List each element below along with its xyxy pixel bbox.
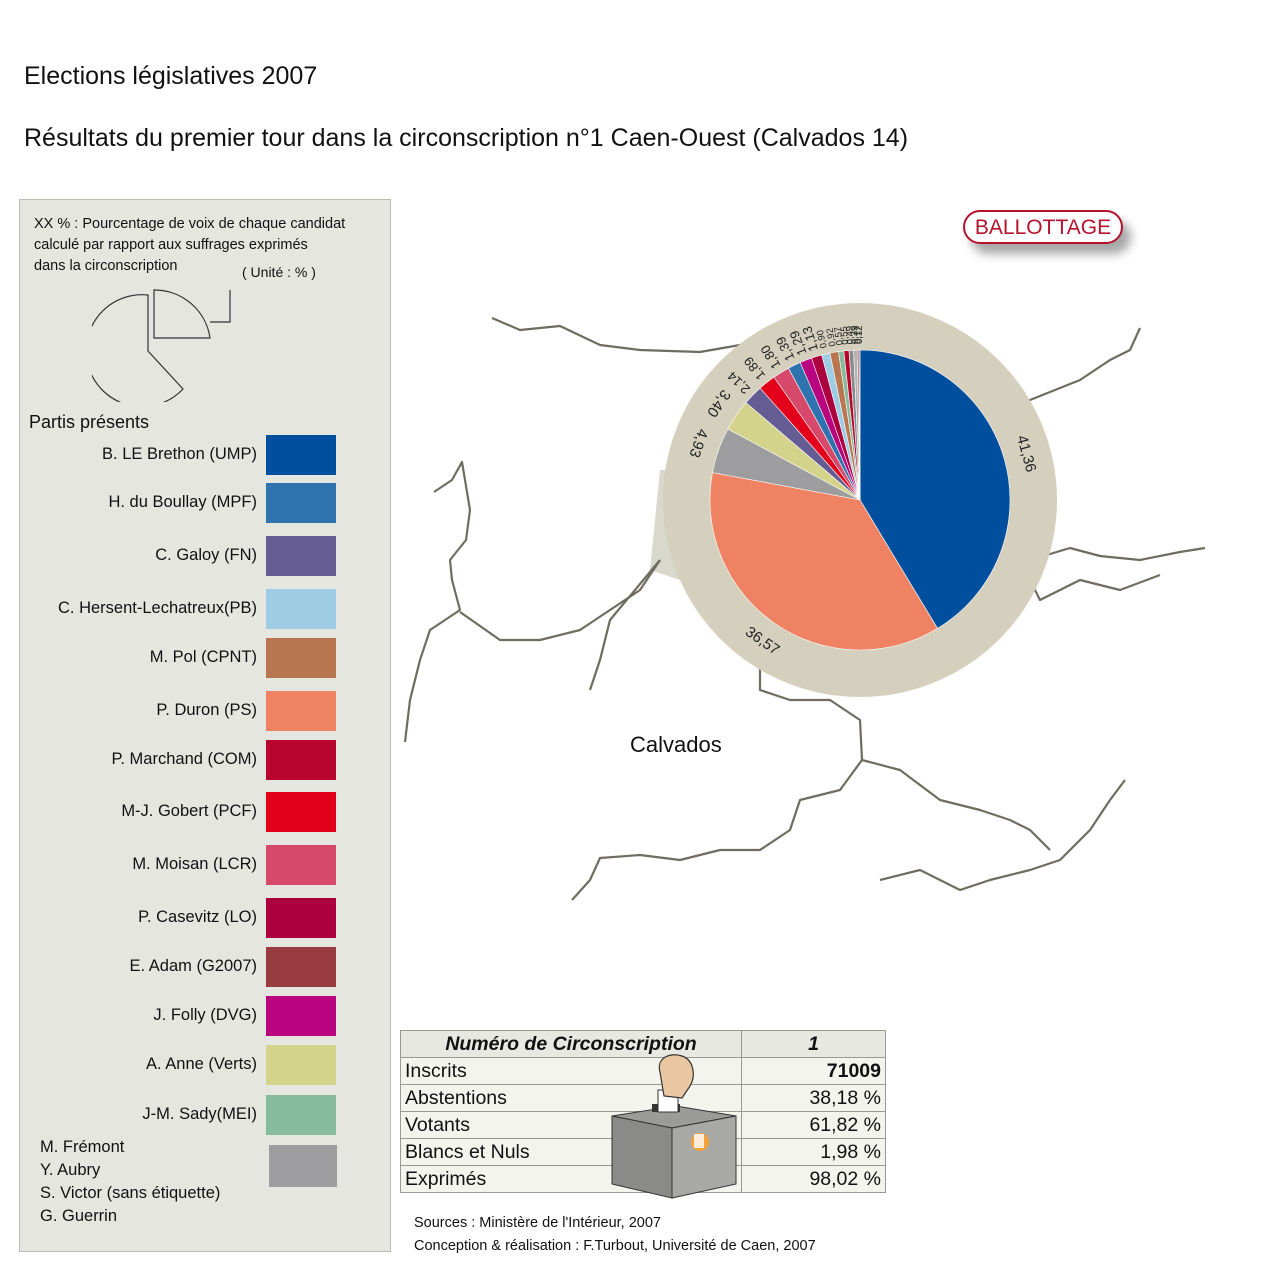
legend-item-label: C. Hersent-Lechatreux(PB): [58, 599, 257, 617]
parties-title: Partis présents: [29, 412, 150, 432]
legend-item: M. Pol (CPNT): [20, 638, 392, 680]
pie-slice-label: 0,17: [852, 325, 863, 344]
pie-slice-label: 0,49: [844, 326, 856, 345]
pie-slice-label: 0,12: [854, 325, 865, 344]
pie-key-icon: [92, 289, 231, 402]
legend-note-line: XX % : Pourcentage de voix de chaque can…: [34, 216, 346, 232]
legend-item: M. Moisan (LCR): [20, 845, 392, 887]
legend-item-label: M-J. Gobert (PCF): [121, 802, 257, 820]
pie-slice-label: 0,55: [839, 326, 852, 345]
pie-slice-label: 0,92: [825, 327, 839, 347]
ballot-box-icon: [611, 1054, 737, 1199]
legend-color-swatch: [266, 483, 336, 523]
legend-note-line: dans la circonscription: [34, 258, 178, 274]
pie-slice-label: 1,13: [799, 325, 821, 354]
pie-slice: [709, 472, 938, 651]
legend-item-label: P. Casevitz (LO): [138, 908, 257, 926]
others-name: Y. Aubry: [40, 1161, 101, 1179]
legend-color-swatch: [266, 792, 336, 832]
legend-item-label: C. Galoy (FN): [155, 546, 257, 564]
table-header-label: Numéro de Circonscription: [400, 1030, 742, 1058]
legend-item: H. du Boullay (MPF): [20, 483, 392, 525]
legend-item: J-M. Sady(MEI): [20, 1095, 392, 1137]
sources: Sources : Ministère de l'Intérieur, 2007…: [414, 1212, 816, 1258]
legend-item: E. Adam (G2007): [20, 947, 392, 989]
others-color-swatch: [269, 1145, 337, 1187]
legend-note: XX % : Pourcentage de voix de chaque can…: [34, 214, 389, 277]
legend-item-label: P. Duron (PS): [156, 701, 257, 719]
others-names: M. Frémont Y. Aubry S. Victor (sans étiq…: [40, 1136, 220, 1228]
legend-color-swatch: [266, 1045, 336, 1085]
pie-slice-label: 0,39: [849, 325, 861, 344]
ballottage-badge: BALLOTTAGE: [963, 210, 1123, 244]
legend-item-label: B. LE Brethon (UMP): [102, 445, 257, 463]
legend-color-swatch: [266, 589, 336, 629]
legend-unit: ( Unité : % ): [242, 264, 316, 280]
legend-item: P. Marchand (COM): [20, 740, 392, 782]
legend-color-swatch: [266, 1095, 336, 1135]
map-label: Calvados: [630, 732, 722, 757]
legend-item-label: P. Marchand (COM): [111, 750, 258, 768]
legend-item-label: E. Adam (G2007): [129, 957, 257, 975]
legend-color-swatch: [266, 435, 336, 475]
pie-slice: [859, 349, 1011, 629]
table-header-value: 1: [741, 1030, 886, 1058]
legend-item: B. LE Brethon (UMP): [20, 435, 392, 477]
pie-chart: [709, 349, 1011, 651]
legend-item: P. Casevitz (LO): [20, 898, 392, 940]
row-value: 71009: [741, 1057, 886, 1085]
others-name: S. Victor (sans étiquette): [40, 1184, 221, 1202]
legend-item-label: J-M. Sady(MEI): [142, 1105, 257, 1123]
legend-color-swatch: [266, 638, 336, 678]
row-value: 98,02 %: [741, 1165, 886, 1193]
pie-slice-label: 0,90: [815, 329, 830, 350]
row-value: 38,18 %: [741, 1084, 886, 1112]
legend-note-line: calculé par rapport aux suffrages exprim…: [34, 237, 308, 253]
legend-item: M-J. Gobert (PCF): [20, 792, 392, 834]
others-name: M. Frémont: [40, 1138, 125, 1156]
legend-color-swatch: [266, 996, 336, 1036]
legend-item: C. Hersent-Lechatreux(PB): [20, 589, 392, 631]
source-line: Sources : Ministère de l'Intérieur, 2007: [414, 1215, 661, 1231]
pie-slice: [858, 349, 861, 501]
legend-item-label: M. Moisan (LCR): [132, 855, 257, 873]
legend-color-swatch: [266, 898, 336, 938]
legend-item: J. Folly (DVG): [20, 996, 392, 1038]
others-name: G. Guerrin: [40, 1207, 118, 1225]
row-value: 61,82 %: [741, 1111, 886, 1139]
legend-item-label: H. du Boullay (MPF): [108, 493, 257, 511]
legend-color-swatch: [266, 740, 336, 780]
legend-item-label: A. Anne (Verts): [146, 1055, 257, 1073]
legend-item: P. Duron (PS): [20, 691, 392, 733]
page-title: Elections législatives 2007: [24, 62, 318, 90]
legend-item-label: M. Pol (CPNT): [149, 648, 257, 666]
row-value: 1,98 %: [741, 1138, 886, 1166]
legend-color-swatch: [266, 947, 336, 987]
legend-color-swatch: [266, 536, 336, 576]
legend-color-swatch: [266, 845, 336, 885]
table-row: Abstentions 38,18 %: [400, 1084, 886, 1112]
table-header-row: Numéro de Circonscription 1: [400, 1030, 886, 1058]
legend-color-swatch: [266, 691, 336, 731]
legend-panel: XX % : Pourcentage de voix de chaque can…: [19, 199, 391, 1252]
page-subtitle: Résultats du premier tour dans la circon…: [24, 124, 909, 152]
legend-item: A. Anne (Verts): [20, 1045, 392, 1087]
legend-item: C. Galoy (FN): [20, 536, 392, 578]
credit-line: Conception & réalisation : F.Turbout, Un…: [414, 1238, 816, 1254]
legend-item-label: J. Folly (DVG): [153, 1006, 257, 1024]
pie-slice-label: 0,57: [833, 326, 846, 346]
